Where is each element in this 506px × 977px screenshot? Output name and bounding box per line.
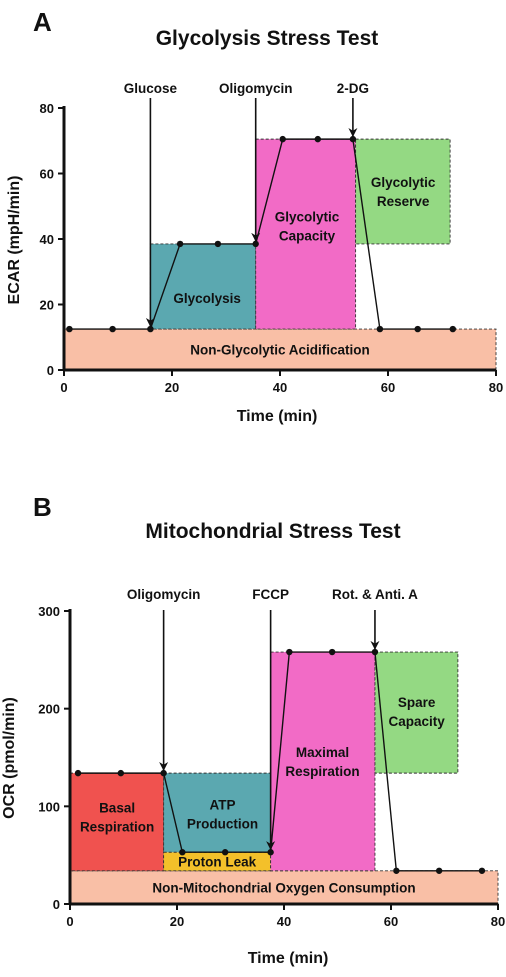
x-tick-label: 20 bbox=[165, 380, 179, 395]
y-axis-title-a: ECAR (mpH/min) bbox=[6, 176, 23, 305]
data-point bbox=[286, 648, 293, 656]
region-label: Glycolysis bbox=[173, 291, 241, 306]
y-tick-label: 80 bbox=[40, 101, 54, 116]
region-label: Maximal bbox=[296, 745, 349, 760]
data-point bbox=[314, 135, 321, 143]
region-box bbox=[270, 651, 376, 872]
region-box bbox=[255, 138, 357, 330]
data-point bbox=[349, 135, 357, 143]
y-tick-label: 0 bbox=[53, 897, 60, 912]
region-label: Capacity bbox=[279, 228, 336, 243]
chart-title-a: Glycolysis Stress Test bbox=[156, 27, 379, 50]
region-box bbox=[163, 772, 272, 853]
data-point bbox=[267, 849, 274, 856]
region-label: Respiration bbox=[285, 764, 359, 779]
x-tick-label: 40 bbox=[273, 380, 287, 395]
injection-label: Glucose bbox=[124, 81, 178, 96]
region-label: Spare bbox=[398, 695, 436, 710]
y-tick-label: 300 bbox=[38, 604, 60, 619]
data-point bbox=[176, 240, 184, 248]
data-point bbox=[117, 769, 125, 777]
panel-letter-a: A bbox=[33, 7, 52, 37]
data-point bbox=[414, 325, 421, 333]
x-axis-title-a: Time (min) bbox=[237, 408, 318, 425]
x-tick-label: 0 bbox=[66, 914, 73, 929]
injection-label: Oligomycin bbox=[219, 81, 293, 96]
data-point bbox=[252, 240, 259, 248]
y-axis-title-b: OCR (pmol/min) bbox=[1, 697, 18, 819]
region-label: Non-Glycolytic Acidification bbox=[190, 342, 370, 357]
y-tick-label: 100 bbox=[38, 799, 60, 814]
region-box bbox=[374, 651, 459, 774]
plot-area-a: Non-Glycolytic Acidification Glycolysis Gl… bbox=[40, 81, 504, 395]
data-point bbox=[393, 867, 400, 874]
x-axis-title-b: Time (min) bbox=[248, 950, 329, 967]
data-point bbox=[66, 325, 73, 333]
data-point bbox=[478, 867, 486, 874]
region-box bbox=[63, 328, 497, 371]
region-label: Glycolytic bbox=[275, 209, 340, 224]
data-point bbox=[328, 648, 336, 656]
chart-title-b: Mitochondrial Stress Test bbox=[145, 520, 400, 543]
x-tick-label: 60 bbox=[381, 380, 395, 395]
data-point bbox=[74, 769, 82, 777]
x-tick-label: 80 bbox=[489, 380, 503, 395]
data-point bbox=[435, 867, 443, 874]
series-line bbox=[69, 138, 453, 330]
injection-label: FCCP bbox=[252, 587, 289, 602]
region-label: Basal bbox=[99, 801, 135, 816]
y-tick-label: 200 bbox=[38, 702, 60, 717]
injection-label: Rot. & Anti. A bbox=[332, 587, 418, 602]
region-label: Production bbox=[187, 817, 258, 832]
data-point bbox=[371, 648, 379, 656]
data-point bbox=[109, 325, 116, 333]
data-point bbox=[279, 135, 286, 143]
injection-label: Oligomycin bbox=[127, 587, 201, 602]
region-label: Capacity bbox=[389, 714, 446, 729]
region-label: Respiration bbox=[80, 820, 154, 835]
data-point bbox=[160, 769, 167, 777]
series-line bbox=[78, 651, 482, 872]
data-point bbox=[179, 849, 186, 856]
data-point bbox=[449, 325, 456, 333]
region-box bbox=[149, 243, 257, 330]
region-label: ATP bbox=[209, 798, 235, 813]
y-tick-label: 40 bbox=[40, 232, 54, 247]
region-label: Reserve bbox=[377, 194, 430, 209]
x-tick-label: 80 bbox=[491, 914, 505, 929]
region-box bbox=[355, 138, 451, 245]
x-tick-label: 60 bbox=[384, 914, 398, 929]
x-tick-label: 20 bbox=[170, 914, 184, 929]
y-tick-label: 20 bbox=[40, 298, 54, 313]
x-tick-label: 40 bbox=[277, 914, 291, 929]
region-label: Proton Leak bbox=[178, 855, 257, 870]
y-tick-label: 0 bbox=[47, 363, 54, 378]
panel-letter-b: B bbox=[33, 492, 52, 522]
region-label: Non-Mitochondrial Oxygen Consumption bbox=[152, 880, 415, 895]
y-tick-label: 60 bbox=[40, 167, 54, 182]
region-label: Glycolytic bbox=[371, 175, 436, 190]
data-point bbox=[376, 325, 384, 333]
data-point bbox=[147, 325, 154, 333]
x-tick-label: 0 bbox=[60, 380, 67, 395]
plot-area-b: Non-Mitochondrial Oxygen Consumption Basa… bbox=[38, 587, 505, 929]
injection-label: 2-DG bbox=[337, 81, 369, 96]
data-point bbox=[214, 240, 222, 248]
data-point bbox=[221, 849, 229, 856]
